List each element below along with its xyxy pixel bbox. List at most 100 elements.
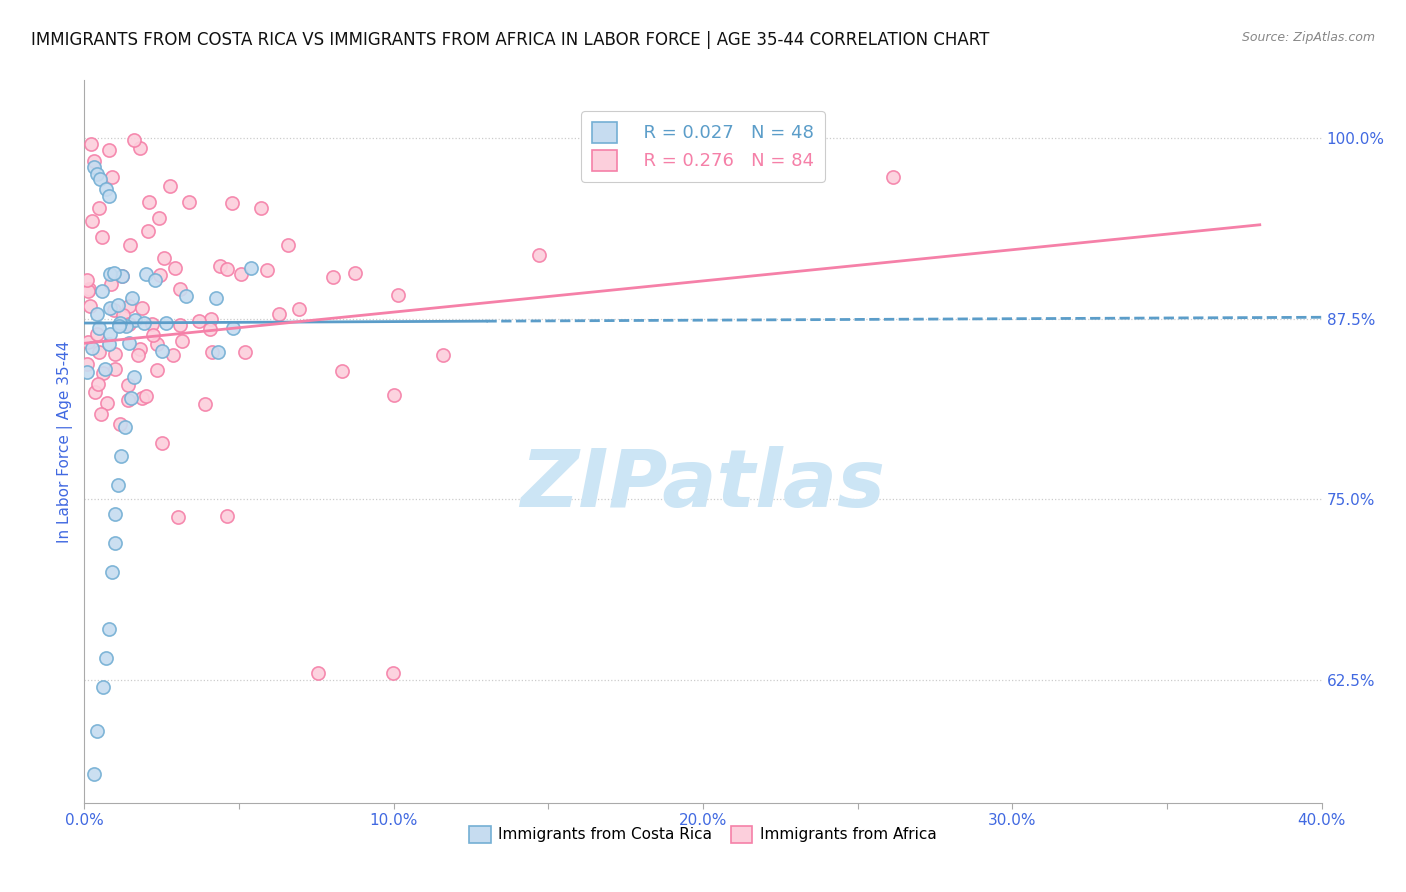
Point [86, 307, 108, 321]
Point [150, 436, 173, 450]
Point [150, 344, 173, 359]
Point [76, 365, 98, 379]
Point [187, 314, 209, 328]
Point [83, 385, 105, 400]
Point [90, 407, 112, 421]
Point [87, 321, 110, 335]
Point [207, 344, 229, 359]
Point [135, 389, 157, 403]
Point [250, 201, 273, 215]
Point [169, 318, 191, 332]
Point [152, 251, 174, 265]
Point [98, 327, 121, 342]
Point [86, 327, 108, 342]
Point [117, 392, 139, 407]
Point [94, 361, 117, 376]
Point [205, 291, 228, 305]
Point [98, 267, 121, 281]
Point [86, 723, 108, 738]
Point [382, 388, 405, 402]
Point [146, 337, 169, 351]
Point [432, 348, 454, 362]
Point [132, 316, 155, 330]
Point [87, 345, 110, 359]
Point [256, 263, 278, 277]
Point [104, 347, 127, 361]
Point [97, 143, 120, 157]
Point [91, 285, 114, 299]
Text: IMMIGRANTS FROM COSTA RICA VS IMMIGRANTS FROM AFRICA IN LABOR FORCE | AGE 35-44 : IMMIGRANTS FROM COSTA RICA VS IMMIGRANTS… [31, 31, 990, 49]
Point [174, 289, 197, 303]
Point [129, 342, 152, 356]
Point [172, 334, 194, 348]
Point [143, 273, 166, 287]
Point [103, 303, 125, 318]
Point [200, 311, 222, 326]
Point [107, 298, 129, 312]
Point [114, 420, 136, 434]
Point [83, 767, 105, 781]
Point [198, 322, 221, 336]
Point [91, 680, 114, 694]
Point [128, 141, 150, 155]
Point [135, 267, 157, 281]
Point [141, 317, 163, 331]
Point [111, 269, 134, 284]
Point [104, 362, 127, 376]
Point [112, 308, 135, 322]
Point [112, 317, 135, 331]
Legend: Immigrants from Costa Rica, Immigrants from Africa: Immigrants from Costa Rica, Immigrants f… [464, 820, 942, 849]
Point [138, 194, 160, 209]
Point [83, 160, 105, 174]
Point [215, 261, 238, 276]
Point [89, 171, 111, 186]
Point [382, 665, 405, 680]
Point [118, 237, 141, 252]
Point [104, 507, 127, 521]
Point [94, 182, 117, 196]
Point [83, 154, 105, 169]
Point [114, 318, 136, 333]
Point [277, 238, 299, 252]
Point [169, 282, 191, 296]
Point [117, 377, 139, 392]
Point [267, 307, 290, 321]
Point [101, 565, 124, 579]
Point [104, 535, 127, 549]
Point [165, 260, 187, 275]
Point [107, 318, 129, 333]
Point [87, 376, 110, 391]
Point [127, 348, 149, 362]
Point [98, 623, 121, 637]
Point [136, 224, 159, 238]
Point [142, 327, 165, 342]
Point [122, 369, 145, 384]
Point [79, 299, 101, 313]
Point [91, 230, 114, 244]
Point [330, 364, 353, 378]
Point [100, 277, 122, 292]
Point [77, 334, 100, 349]
Point [229, 267, 252, 281]
Point [217, 509, 239, 524]
Point [148, 211, 170, 226]
Point [110, 449, 132, 463]
Point [527, 248, 550, 262]
Text: ZIPatlas: ZIPatlas [520, 446, 886, 524]
Point [387, 288, 409, 302]
Point [107, 478, 129, 492]
Point [118, 317, 141, 331]
Point [111, 268, 134, 283]
Point [159, 179, 181, 194]
Point [79, 282, 101, 296]
Point [221, 195, 243, 210]
Point [80, 214, 103, 228]
Point [77, 284, 100, 298]
Point [344, 266, 367, 280]
Point [162, 348, 184, 362]
Point [101, 169, 124, 184]
Point [97, 337, 120, 351]
Point [108, 318, 131, 333]
Point [82, 341, 104, 355]
Point [86, 167, 108, 181]
